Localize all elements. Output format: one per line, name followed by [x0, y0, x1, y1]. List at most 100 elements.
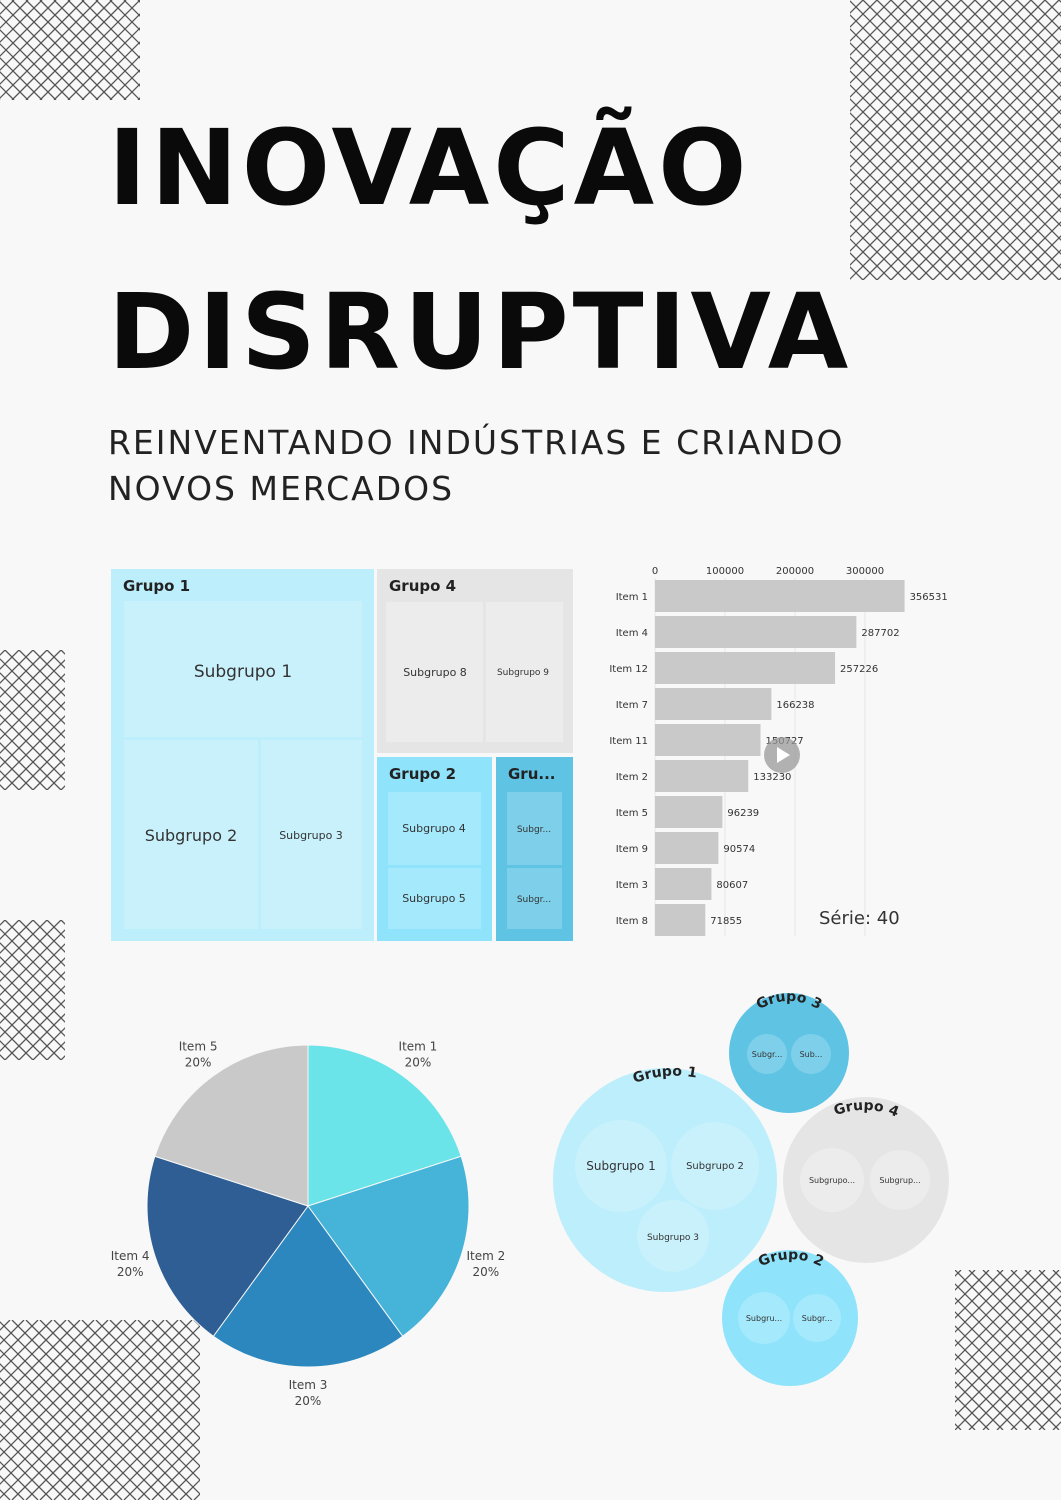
bar-category-label: Item 4	[616, 628, 648, 639]
bubble-group-3[interactable]: Grupo 3 Subgr... Sub...	[729, 989, 849, 1113]
pie-category-label: Item 1	[399, 1040, 438, 1054]
bar-value-label: 90574	[723, 844, 755, 855]
play-button[interactable]	[764, 737, 800, 773]
treemap-subgroup[interactable]	[507, 792, 562, 865]
treemap-group-4[interactable]: Grupo 4 Subgrupo 8 Subgrupo 9	[377, 569, 573, 753]
treemap-group-2[interactable]: Grupo 2 Subgrupo 4 Subgrupo 5	[377, 757, 492, 941]
bubble-subgroup-label: Subgru...	[746, 1314, 782, 1323]
bubble-subgroup[interactable]	[575, 1120, 667, 1212]
pie-percent-label: 20%	[185, 1056, 212, 1070]
pie-percent-label: 20%	[405, 1056, 432, 1070]
bar-category-label: Item 2	[616, 772, 648, 783]
bar-category-label: Item 7	[616, 700, 648, 711]
bubble-subgroup[interactable]	[793, 1294, 841, 1342]
bubble-subgroup-label: Subgr...	[752, 1050, 783, 1059]
bar-category-label: Item 12	[609, 664, 648, 675]
bubble-subgroup[interactable]	[637, 1200, 709, 1272]
treemap-subgroup[interactable]	[388, 792, 481, 865]
bar-category-label: Item 3	[616, 880, 648, 891]
bar-value-label: 96239	[727, 808, 759, 819]
treemap-subgroup[interactable]	[388, 868, 481, 929]
bubble-subgroup-label: Subgrupo 2	[686, 1161, 744, 1172]
treemap-subgroup-label: Subgrupo 4	[402, 822, 466, 835]
treemap-subgroup[interactable]	[261, 740, 362, 929]
bar[interactable]	[655, 652, 836, 684]
treemap-subgroup-label: Subgrupo 5	[402, 892, 466, 905]
bar[interactable]	[655, 688, 772, 720]
treemap-subgroup[interactable]	[507, 868, 562, 929]
bar-category-label: Item 8	[616, 916, 648, 927]
treemap-subgroup-label: Subgrupo 1	[194, 662, 292, 682]
treemap-subgroup-label: Subgr...	[517, 825, 551, 835]
bar-value-label: 80607	[716, 880, 748, 891]
treemap-subgroup-label: Subgrupo 9	[497, 668, 549, 678]
treemap-group-label: Grupo 2	[389, 765, 456, 783]
page-title-line-2: DISRUPTIVA	[108, 271, 853, 393]
bar-value-label: 71855	[710, 916, 742, 927]
treemap-group-1[interactable]: Grupo 1 Subgrupo 1 Subgrupo 2 Subgrupo 3	[111, 569, 374, 941]
pie-slice[interactable]	[154, 1044, 309, 1207]
treemap-subgroup[interactable]	[486, 602, 563, 742]
treemap-subgroup-label: Subgr...	[517, 895, 551, 905]
bubble-subgroup[interactable]	[671, 1122, 759, 1210]
treemap-subgroup-label: Subgrupo 3	[279, 829, 343, 842]
bubble-subgroup-label: Subgrupo 3	[647, 1233, 699, 1243]
bar[interactable]	[655, 796, 723, 828]
pie-slice[interactable]	[212, 1205, 404, 1368]
bubble-subgroup[interactable]	[800, 1148, 864, 1212]
bubble-subgroup[interactable]	[738, 1292, 790, 1344]
pie-slice[interactable]	[146, 1155, 309, 1337]
pie-percent-label: 20%	[117, 1265, 144, 1279]
bubble-group-1[interactable]: Grupo 1 Subgrupo 1 Subgrupo 2 Subgrupo 3	[553, 1064, 777, 1292]
bubble-group-label: Grupo 4	[832, 1098, 901, 1121]
bubble-group-4[interactable]: Grupo 4 Subgrupo... Subgrup...	[783, 1097, 949, 1263]
bar[interactable]	[655, 904, 706, 936]
treemap-group-label: Gru...	[508, 765, 555, 783]
bar[interactable]	[655, 832, 719, 864]
treemap-subgroup[interactable]	[124, 601, 362, 737]
bubble-subgroup-label: Subgrupo...	[809, 1176, 855, 1185]
bar-chart: 0 100000 200000 300000 Item 1 356531 Item 4 287…	[609, 566, 948, 936]
treemap-subgroup[interactable]	[386, 602, 483, 742]
treemap-subgroup[interactable]	[124, 740, 258, 929]
bar[interactable]	[655, 724, 761, 756]
bubble-group-label: Grupo 2	[756, 1247, 826, 1270]
bubble-subgroup[interactable]	[747, 1034, 787, 1074]
bubble-subgroup[interactable]	[791, 1034, 831, 1074]
bar[interactable]	[655, 580, 905, 612]
play-icon	[777, 747, 790, 763]
bubble-group-2[interactable]: Grupo 2 Subgru... Subgr...	[722, 1247, 858, 1386]
bar-x-tick-label: 200000	[776, 566, 814, 577]
bar-value-label: 166238	[776, 700, 814, 711]
bar-x-tick-label: 100000	[706, 566, 744, 577]
bubble-subgroup[interactable]	[870, 1150, 930, 1210]
page-title-line-1: INOVAÇÃO	[108, 107, 751, 229]
bar-value-label: 356531	[910, 592, 948, 603]
bar-category-label: Item 11	[609, 736, 648, 747]
bar[interactable]	[655, 760, 749, 792]
treemap-subgroup-label: Subgrupo 2	[145, 826, 238, 845]
bar-category-label: Item 9	[616, 844, 648, 855]
pie-chart: Item 1 20% Item 2 20% Item 3 20% Item 4 20% Item…	[111, 1040, 505, 1408]
bar-value-label: 133230	[753, 772, 791, 783]
pie-slice[interactable]	[307, 1044, 462, 1207]
bar-x-tick-label: 0	[652, 566, 658, 577]
pie-slice[interactable]	[307, 1155, 470, 1337]
series-annotation: Série: 40	[819, 908, 900, 929]
treemap-group-label: Grupo 4	[389, 577, 456, 595]
subtitle-line-2: NOVOS MERCADOS	[108, 469, 455, 508]
treemap-group-3[interactable]: Gru... Subgr... Subgr...	[496, 757, 573, 941]
bar-category-label: Item 5	[616, 808, 648, 819]
subtitle-line-1: REINVENTANDO INDÚSTRIAS E CRIANDO	[108, 423, 845, 462]
bubble-subgroup-label: Subgrupo 1	[586, 1159, 655, 1173]
bar-category-label: Item 1	[616, 592, 648, 603]
bar[interactable]	[655, 616, 857, 648]
bar-value-label: 257226	[840, 664, 878, 675]
svg-text:Grupo 4: Grupo 4	[832, 1098, 901, 1121]
pie-percent-label: 20%	[295, 1394, 322, 1408]
bar[interactable]	[655, 868, 712, 900]
pie-category-label: Item 5	[179, 1040, 218, 1054]
bubble-subgroup-label: Sub...	[800, 1050, 823, 1059]
